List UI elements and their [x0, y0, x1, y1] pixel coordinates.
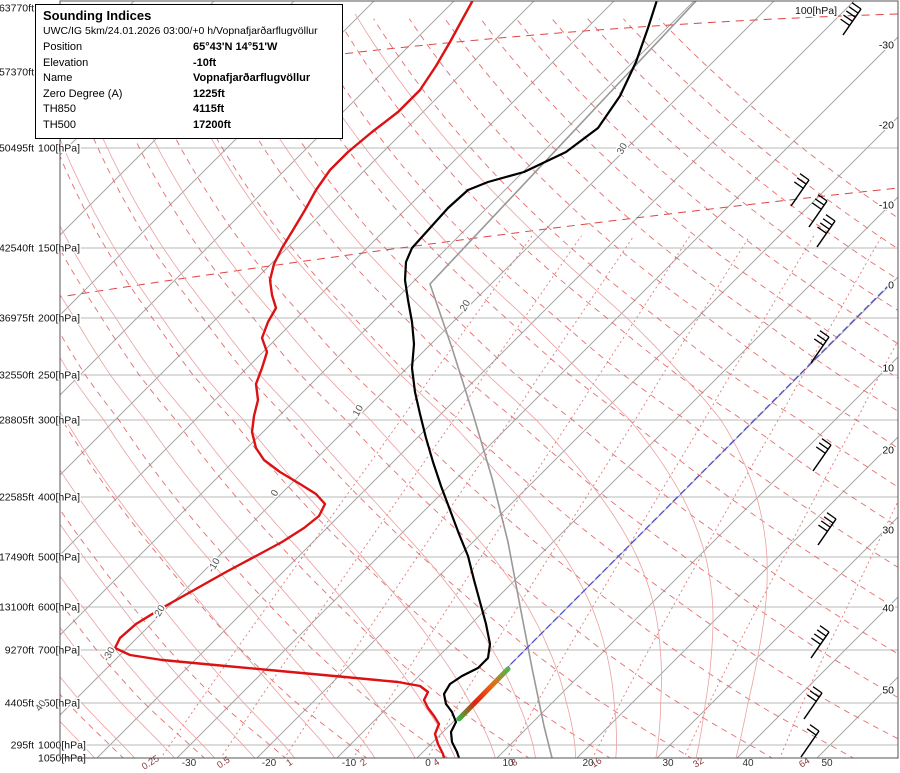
indices-row-label: Name [43, 72, 73, 84]
dewpoint-curve [113, 1, 474, 758]
mixing-ratio-label: 1 [284, 757, 294, 769]
moist-adiabat-label: 30 [615, 141, 630, 157]
bottom-temp-label: 10 [502, 758, 514, 769]
pressure-label: 1000[hPa] [38, 740, 86, 752]
right-temp-label: -20 [879, 120, 894, 132]
bottom-temp-label: 30 [662, 758, 674, 769]
indices-row-label: Elevation [43, 56, 89, 69]
sounding-indices-panel: Sounding Indices UWC/IG 5km/24.01.2026 0… [35, 4, 343, 139]
wind-barb-icon [803, 686, 823, 720]
altitude-label: 36975ft [0, 313, 34, 325]
indices-row: Position 65°43'N 14°51'W [43, 40, 335, 56]
mixing-ratio-label: 0.25 [140, 753, 162, 772]
indices-row: Zero Degree (A) 1225ft [43, 87, 335, 103]
wind-barb-icon [790, 173, 810, 207]
pressure-label: 250[hPa] [38, 370, 80, 382]
indices-row-label: TH850 [43, 103, 77, 115]
pressure-label: 200[hPa] [38, 313, 80, 325]
mixing-ratio-label: 2 [358, 757, 368, 769]
bottom-temp-label: 40 [742, 758, 754, 769]
right-temp-label: 10 [882, 363, 894, 375]
indices-row: Name Vopnafjarðarflugvöllur [43, 71, 335, 87]
altitude-label: 17490ft [0, 552, 34, 564]
right-temp-label: -10 [879, 200, 894, 212]
moist-adiabat-label: 20 [458, 298, 473, 314]
altitude-label: 4405ft [5, 698, 34, 710]
indices-row: Elevation -10ft [43, 56, 335, 72]
moist-adiabat-lines [60, 13, 768, 758]
right-temp-label: 40 [882, 603, 894, 615]
mixing-ratio-label: 64 [797, 755, 812, 770]
pressure-label: 300[hPa] [38, 415, 80, 427]
indices-row: TH850 4115ft [43, 102, 335, 118]
pressure-label: 850[hPa] [38, 698, 80, 710]
altitude-label: 28805ft [0, 415, 34, 427]
indices-row-value: Vopnafjarðarflugvöllur [193, 72, 311, 84]
indices-row-label: Zero Degree (A) [43, 87, 123, 100]
altitude-label: 57370ft [0, 67, 34, 79]
altitude-label: 9270ft [5, 645, 34, 657]
mixing-ratio-label: 4 [431, 757, 441, 769]
mixing-ratio-label: 32 [691, 755, 706, 770]
pressure-label: 100[hPa] [38, 143, 80, 155]
indices-row-label: Position [43, 41, 83, 53]
panel-title: Sounding Indices [43, 8, 152, 23]
indices-row-label: TH500 [43, 118, 77, 131]
moist-adiabat-label: 10 [351, 403, 366, 419]
bottom-temp-label: -30 [182, 758, 197, 769]
wind-barbs [790, 2, 862, 758]
indices-row: TH500 17200ft [43, 118, 335, 134]
right-temp-label: 50 [882, 685, 894, 697]
indices-row-value: -10ft [193, 56, 217, 69]
bottom-temp-label: -20 [262, 758, 277, 769]
pressure-label: 150[hPa] [38, 243, 80, 255]
mixing-ratio-label: 16 [589, 755, 604, 770]
altitude-label: 42540ft [0, 243, 34, 255]
pressure-label: 400[hPa] [38, 492, 80, 504]
altitude-label: 295ft [11, 740, 34, 752]
altitude-label: 22585ft [0, 492, 34, 504]
indices-row-value: 4115ft [193, 103, 225, 115]
right-temp-label: 0 [888, 280, 894, 292]
right-temp-label: 20 [882, 445, 894, 457]
altitude-label: 50495ft [0, 143, 34, 155]
right-temp-label: 30 [882, 525, 894, 537]
isobar-lines [60, 147, 898, 758]
pressure-label: 600[hPa] [38, 602, 80, 614]
sounding-curves [113, 1, 894, 758]
indices-table: Position 65°43'N 14°51'W Elevation -10ft Nam… [43, 40, 335, 133]
cape-segment-curve [456, 666, 511, 722]
wind-barb-icon [812, 438, 832, 472]
indices-row-value: 1225ft [193, 87, 225, 100]
plot-border [59, 0, 899, 759]
indices-row-value: 17200ft [193, 118, 231, 131]
bottom-temp-label: -10 [342, 758, 357, 769]
wind-barb-icon [817, 512, 837, 546]
wind-barb-icon [808, 194, 828, 228]
wind-barb-icon [810, 625, 830, 659]
wind-barb-icon [810, 330, 830, 364]
indices-row-value: 65°43'N 14°51'W [193, 41, 278, 53]
mixing-ratio-label: 0.5 [215, 755, 232, 771]
bottom-temp-label: 50 [821, 758, 833, 769]
top-pressure-label: 100[hPa] [795, 5, 837, 17]
pressure-label: 500[hPa] [38, 552, 80, 564]
mixing-ratio-label: 8 [509, 757, 519, 769]
right-temp-label: -30 [879, 40, 894, 52]
wind-barb-icon [840, 2, 862, 36]
altitude-label: 32550ft [0, 370, 34, 382]
wind-barb-icon [816, 214, 836, 248]
wind-barb-icon [800, 724, 820, 758]
temperature-curve [403, 1, 658, 758]
bottom-temp-label: 20 [582, 758, 594, 769]
pressure-label: 700[hPa] [38, 645, 80, 657]
bottom-temp-label: 0 [425, 758, 431, 769]
zero-degree-reference-curve [496, 280, 894, 679]
panel-subtitle: UWC/IG 5km/24.01.2026 03:00/+0 h/Vopnafj… [43, 25, 318, 37]
altitude-label: 63770ft [0, 3, 34, 15]
parcel-curve [429, 1, 698, 758]
altitude-label: 13100ft [0, 602, 34, 614]
